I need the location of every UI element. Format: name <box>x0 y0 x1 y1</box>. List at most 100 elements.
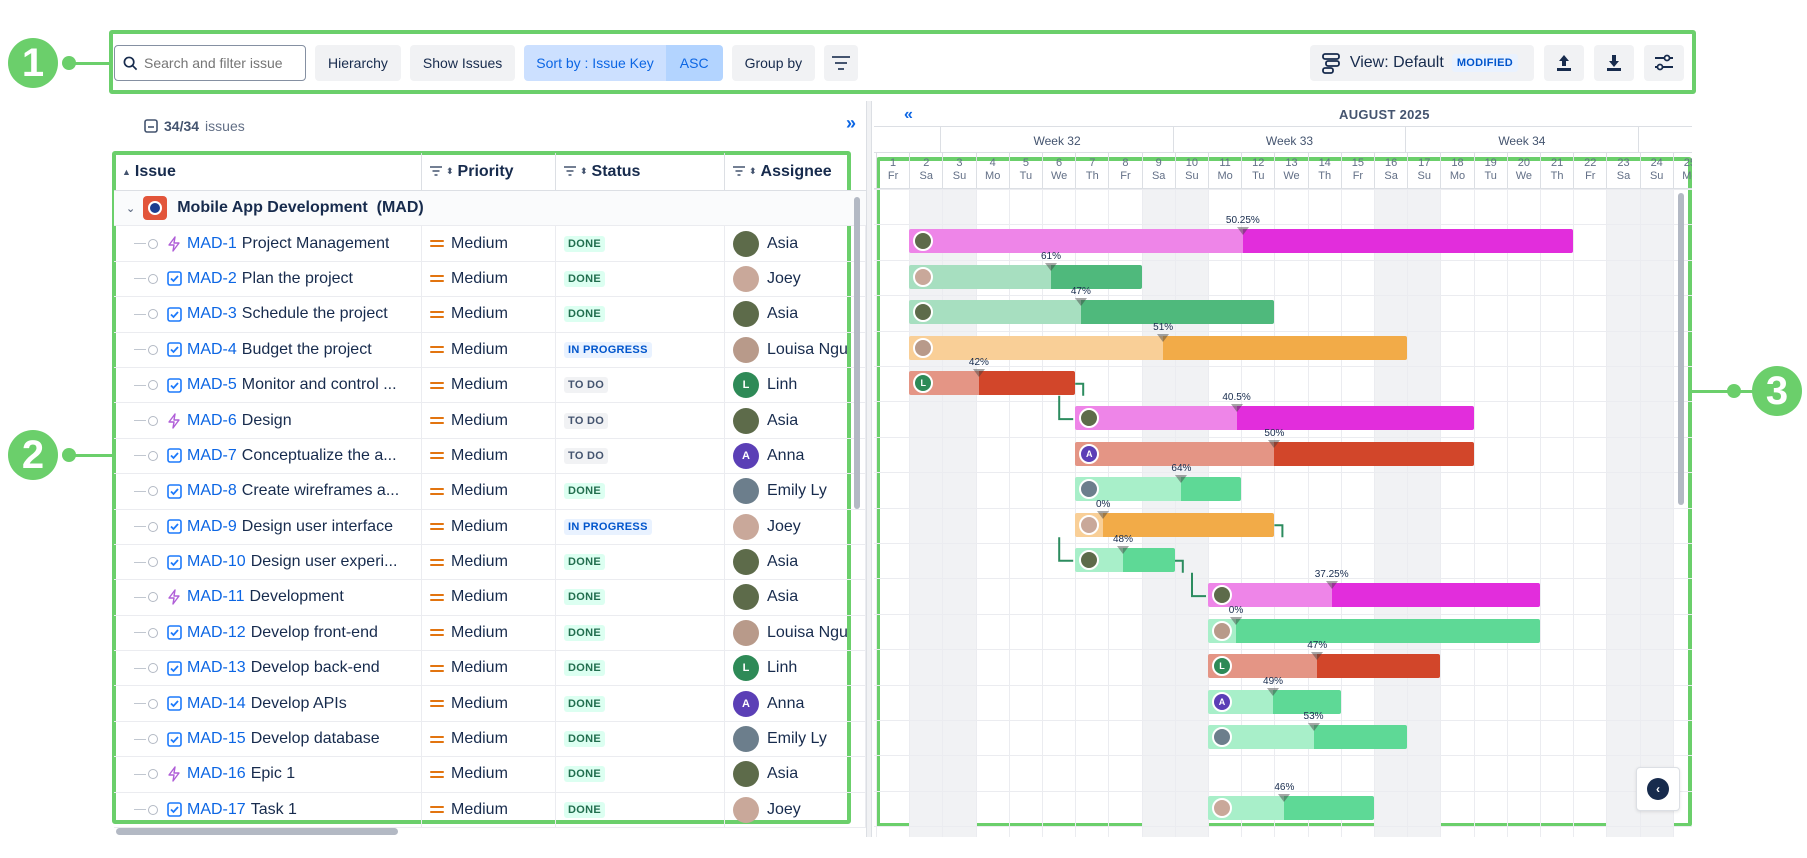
callout-3-line <box>1692 390 1754 393</box>
table-row[interactable]: MAD-7 Conceptualize the a... Medium TO DO A A… <box>114 438 866 475</box>
group-by-button[interactable]: Group by <box>731 45 816 81</box>
grid-line <box>975 189 977 837</box>
issue-key[interactable]: MAD-6 <box>187 411 237 429</box>
gantt-bar[interactable] <box>909 229 1574 254</box>
group-row[interactable]: ⌄ Mobile App Development (MAD) <box>114 191 866 227</box>
issue-key[interactable]: MAD-4 <box>187 340 237 358</box>
table-row[interactable]: MAD-11 Development Medium DONE Asia <box>114 580 866 616</box>
download-button[interactable] <box>1594 45 1634 81</box>
column-priority[interactable]: ⬍ Priority <box>422 153 556 190</box>
day-label: 4 Mo <box>975 153 1009 189</box>
status-badge[interactable]: TO DO <box>564 412 609 429</box>
issue-key[interactable]: MAD-5 <box>187 376 237 394</box>
upload-button[interactable] <box>1544 45 1584 81</box>
issue-key[interactable]: MAD-7 <box>187 446 237 464</box>
settings-button[interactable] <box>1644 45 1684 81</box>
tree-connector <box>134 734 158 745</box>
gantt-bar[interactable] <box>909 300 1275 325</box>
hierarchy-button[interactable]: Hierarchy <box>315 45 401 81</box>
gantt-bar[interactable] <box>1075 477 1242 502</box>
show-issues-button[interactable]: Show Issues <box>409 45 516 81</box>
table-row[interactable]: MAD-13 Develop back-end Medium DONE L Linh <box>114 651 866 687</box>
table-row[interactable]: MAD-15 Develop database Medium DONE Emily Ly <box>114 721 866 758</box>
issue-key[interactable]: MAD-12 <box>187 623 246 641</box>
gantt-bar[interactable]: A <box>1208 689 1341 714</box>
gantt-bar[interactable] <box>1208 618 1540 643</box>
avatar <box>1212 797 1232 818</box>
gantt-bar[interactable] <box>1208 583 1540 608</box>
status-badge[interactable]: DONE <box>564 306 605 323</box>
table-row[interactable]: MAD-12 Develop front-end Medium DONE Louisa … <box>114 615 866 652</box>
gantt-bar[interactable] <box>909 335 1408 360</box>
tree-connector <box>134 663 158 674</box>
issue-key[interactable]: MAD-16 <box>187 765 246 783</box>
status-badge[interactable]: TO DO <box>564 447 609 464</box>
status-badge[interactable]: DONE <box>564 483 605 500</box>
status-badge[interactable]: DONE <box>564 660 605 677</box>
status-badge[interactable]: DONE <box>564 695 605 712</box>
priority-label: Medium <box>451 234 508 252</box>
view-selector[interactable]: View: Default MODIFIED <box>1309 45 1534 81</box>
issue-key[interactable]: MAD-11 <box>187 588 245 606</box>
issue-key[interactable]: MAD-8 <box>187 482 237 500</box>
scroll-back-button[interactable]: ‹ <box>1636 767 1680 811</box>
gantt-bar[interactable] <box>909 264 1142 289</box>
status-badge[interactable]: IN PROGRESS <box>564 518 652 535</box>
status-badge[interactable]: DONE <box>564 235 605 252</box>
table-row[interactable]: MAD-14 Develop APIs Medium DONE A Anna <box>114 686 866 722</box>
gantt-bar[interactable] <box>1075 512 1275 537</box>
issue-key[interactable]: MAD-17 <box>187 800 246 818</box>
table-row[interactable]: MAD-5 Monitor and control ... Medium TO DO L… <box>114 367 866 404</box>
status-badge[interactable]: DONE <box>564 554 605 571</box>
status-badge[interactable]: DONE <box>564 589 605 606</box>
search-box[interactable] <box>114 45 306 81</box>
table-row[interactable]: MAD-10 Design user experi... Medium DONE Asi… <box>114 544 866 581</box>
filter-button[interactable] <box>824 45 859 81</box>
table-row[interactable]: MAD-1 Project Management Medium DONE Asia <box>114 226 866 262</box>
column-status[interactable]: ⬍ Status <box>556 153 725 190</box>
sort-direction-button[interactable]: ASC <box>665 45 723 81</box>
list-horizontal-scrollbar[interactable] <box>116 828 398 835</box>
status-badge[interactable]: TO DO <box>564 377 609 394</box>
gantt-bar[interactable]: L <box>909 371 1076 395</box>
issue-key[interactable]: MAD-2 <box>187 269 237 287</box>
sort-by-button[interactable]: Sort by : Issue Key <box>524 45 666 81</box>
issue-key[interactable]: MAD-14 <box>187 694 246 712</box>
issue-key[interactable]: MAD-3 <box>187 305 237 323</box>
gantt-bar[interactable]: A <box>1075 441 1474 466</box>
status-badge[interactable]: DONE <box>564 624 605 641</box>
status-badge[interactable]: DONE <box>564 801 605 818</box>
issue-key[interactable]: MAD-13 <box>187 659 246 677</box>
issue-key[interactable]: MAD-10 <box>187 553 246 571</box>
status-badge[interactable]: DONE <box>564 731 605 748</box>
avatar <box>913 302 934 323</box>
table-row[interactable]: MAD-4 Budget the project Medium IN PROGRESS… <box>114 332 866 368</box>
column-issue[interactable]: ▲ Issue <box>114 153 422 190</box>
status-badge[interactable]: DONE <box>564 766 605 783</box>
gantt-bar[interactable] <box>1075 406 1474 431</box>
gantt-bar[interactable]: L <box>1208 654 1441 679</box>
table-row[interactable]: MAD-16 Epic 1 Medium DONE Asia <box>114 757 866 793</box>
table-row[interactable]: MAD-8 Create wireframes a... Medium DONE Emi… <box>114 474 866 510</box>
gantt-vertical-scrollbar[interactable] <box>1678 193 1684 505</box>
list-vertical-scrollbar[interactable] <box>852 191 862 811</box>
table-row[interactable]: MAD-3 Schedule the project Medium DONE Asia <box>114 297 866 333</box>
issue-key[interactable]: MAD-15 <box>187 730 246 748</box>
table-row[interactable]: MAD-17 Task 1 Medium DONE Joey <box>114 792 866 829</box>
panel-divider[interactable] <box>866 101 872 837</box>
gantt-bar[interactable] <box>1208 725 1408 749</box>
collapse-left-icon[interactable]: « <box>904 106 913 123</box>
expand-list-icon[interactable]: » <box>845 113 856 133</box>
table-row[interactable]: MAD-6 Design Medium TO DO Asia <box>114 403 866 439</box>
column-assignee[interactable]: ⬍ Assignee <box>725 153 866 190</box>
chevron-down-icon[interactable]: ⌄ <box>126 202 136 215</box>
gantt-bar[interactable] <box>1075 548 1175 572</box>
table-row[interactable]: MAD-2 Plan the project Medium DONE Joey <box>114 261 866 298</box>
status-badge[interactable]: IN PROGRESS <box>564 341 652 358</box>
gantt-bar[interactable] <box>1208 795 1374 820</box>
issue-key[interactable]: MAD-9 <box>187 517 237 535</box>
table-row[interactable]: MAD-9 Design user interface Medium IN PROGR… <box>114 509 866 545</box>
issue-key[interactable]: MAD-1 <box>187 234 237 252</box>
status-badge[interactable]: DONE <box>564 270 605 287</box>
search-input[interactable] <box>144 55 294 71</box>
